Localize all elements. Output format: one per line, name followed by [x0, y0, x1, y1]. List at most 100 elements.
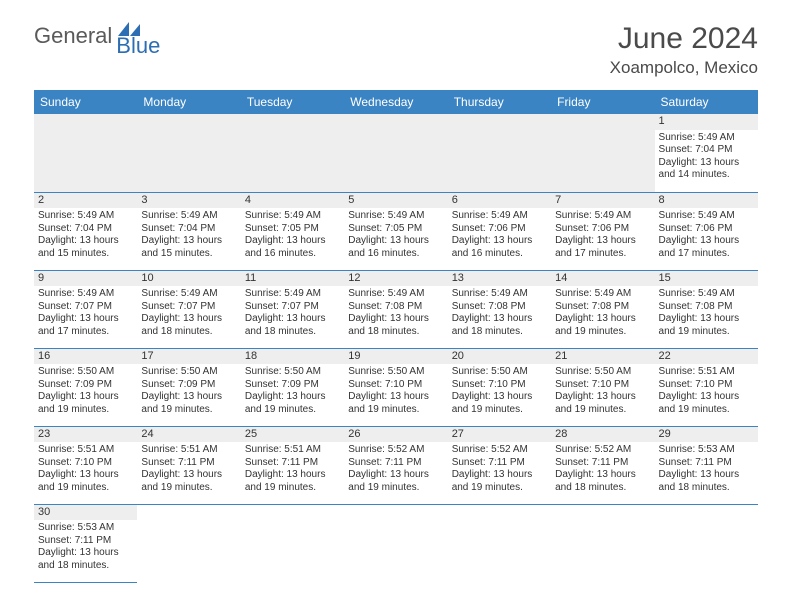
day-info-line: Sunrise: 5:49 AM [659, 132, 754, 145]
day-info-line: Daylight: 13 hours [141, 469, 236, 482]
day-number: 30 [34, 505, 137, 521]
day-number: 16 [34, 349, 137, 365]
calendar-cell: 10Sunrise: 5:49 AMSunset: 7:07 PMDayligh… [137, 270, 240, 348]
day-info-line: Sunset: 7:10 PM [348, 379, 443, 392]
calendar-cell: 6Sunrise: 5:49 AMSunset: 7:06 PMDaylight… [448, 192, 551, 270]
calendar-cell: 22Sunrise: 5:51 AMSunset: 7:10 PMDayligh… [655, 348, 758, 426]
calendar-week-row: 9Sunrise: 5:49 AMSunset: 7:07 PMDaylight… [34, 270, 758, 348]
day-info-line: Sunrise: 5:49 AM [659, 288, 754, 301]
day-info-line: Daylight: 13 hours [659, 157, 754, 170]
day-info-line: Sunset: 7:07 PM [141, 301, 236, 314]
calendar-cell: 21Sunrise: 5:50 AMSunset: 7:10 PMDayligh… [551, 348, 654, 426]
day-info-line: Daylight: 13 hours [452, 391, 547, 404]
day-info-line: and 19 minutes. [348, 482, 443, 495]
day-info-line: Sunrise: 5:52 AM [555, 444, 650, 457]
day-info-line: and 19 minutes. [659, 404, 754, 417]
calendar-cell: 20Sunrise: 5:50 AMSunset: 7:10 PMDayligh… [448, 348, 551, 426]
day-info-line: Daylight: 13 hours [348, 313, 443, 326]
day-number: 3 [137, 193, 240, 209]
day-info-line: and 19 minutes. [245, 404, 340, 417]
calendar-cell [655, 504, 758, 582]
calendar-cell: 17Sunrise: 5:50 AMSunset: 7:09 PMDayligh… [137, 348, 240, 426]
day-info-line: and 18 minutes. [141, 326, 236, 339]
month-title: June 2024 [610, 22, 758, 56]
day-info-line: Sunset: 7:11 PM [245, 457, 340, 470]
day-info-line: Sunrise: 5:50 AM [348, 366, 443, 379]
title-block: June 2024 Xoampolco, Mexico [610, 22, 758, 78]
day-info-line: Sunrise: 5:50 AM [245, 366, 340, 379]
day-info-line: and 18 minutes. [348, 326, 443, 339]
day-info-line: and 19 minutes. [141, 482, 236, 495]
day-header: Tuesday [241, 90, 344, 114]
day-info-line: Daylight: 13 hours [555, 391, 650, 404]
day-info-line: Sunrise: 5:51 AM [141, 444, 236, 457]
day-info-line: Daylight: 13 hours [141, 235, 236, 248]
calendar-cell: 24Sunrise: 5:51 AMSunset: 7:11 PMDayligh… [137, 426, 240, 504]
day-info-line: and 18 minutes. [659, 482, 754, 495]
day-info-line: Sunset: 7:09 PM [38, 379, 133, 392]
calendar-table: Sunday Monday Tuesday Wednesday Thursday… [34, 90, 758, 583]
day-info-line: Sunset: 7:11 PM [38, 535, 133, 548]
day-info-line: Sunrise: 5:49 AM [452, 210, 547, 223]
day-info-line: and 16 minutes. [348, 248, 443, 261]
day-info-line: and 18 minutes. [555, 482, 650, 495]
day-number: 12 [344, 271, 447, 287]
day-header: Monday [137, 90, 240, 114]
day-info-line: and 19 minutes. [348, 404, 443, 417]
calendar-cell [137, 504, 240, 582]
calendar-week-row: 2Sunrise: 5:49 AMSunset: 7:04 PMDaylight… [34, 192, 758, 270]
day-number: 6 [448, 193, 551, 209]
day-info-line: Daylight: 13 hours [38, 547, 133, 560]
day-info-line: Daylight: 13 hours [555, 313, 650, 326]
day-info-line: Daylight: 13 hours [659, 391, 754, 404]
day-info-line: Sunset: 7:11 PM [452, 457, 547, 470]
day-info-line: Daylight: 13 hours [348, 235, 443, 248]
day-info-line: Sunset: 7:11 PM [141, 457, 236, 470]
calendar-cell: 30Sunrise: 5:53 AMSunset: 7:11 PMDayligh… [34, 504, 137, 582]
day-header-row: Sunday Monday Tuesday Wednesday Thursday… [34, 90, 758, 114]
logo: General Blue [34, 22, 184, 49]
day-info-line: Sunset: 7:10 PM [659, 379, 754, 392]
calendar-cell: 14Sunrise: 5:49 AMSunset: 7:08 PMDayligh… [551, 270, 654, 348]
calendar-week-row: 23Sunrise: 5:51 AMSunset: 7:10 PMDayligh… [34, 426, 758, 504]
day-info-line: Sunrise: 5:49 AM [659, 210, 754, 223]
day-number: 19 [344, 349, 447, 365]
calendar-cell: 28Sunrise: 5:52 AMSunset: 7:11 PMDayligh… [551, 426, 654, 504]
day-info-line: Daylight: 13 hours [38, 391, 133, 404]
day-info-line: Daylight: 13 hours [452, 469, 547, 482]
day-info-line: Sunrise: 5:51 AM [38, 444, 133, 457]
day-number: 20 [448, 349, 551, 365]
day-info-line: Sunrise: 5:49 AM [141, 210, 236, 223]
day-info-line: Sunrise: 5:49 AM [348, 288, 443, 301]
day-number: 13 [448, 271, 551, 287]
day-info-line: Sunrise: 5:49 AM [452, 288, 547, 301]
day-number: 26 [344, 427, 447, 443]
day-info-line: Daylight: 13 hours [38, 469, 133, 482]
calendar-week-row: 16Sunrise: 5:50 AMSunset: 7:09 PMDayligh… [34, 348, 758, 426]
day-info-line: Daylight: 13 hours [452, 313, 547, 326]
day-info-line: and 19 minutes. [38, 482, 133, 495]
day-number: 8 [655, 193, 758, 209]
day-info-line: Sunset: 7:05 PM [348, 223, 443, 236]
day-number: 5 [344, 193, 447, 209]
calendar-cell: 19Sunrise: 5:50 AMSunset: 7:10 PMDayligh… [344, 348, 447, 426]
day-info-line: Sunset: 7:08 PM [659, 301, 754, 314]
day-info-line: Sunset: 7:06 PM [555, 223, 650, 236]
day-info-line: Sunrise: 5:52 AM [348, 444, 443, 457]
calendar-cell: 11Sunrise: 5:49 AMSunset: 7:07 PMDayligh… [241, 270, 344, 348]
day-info-line: Sunrise: 5:52 AM [452, 444, 547, 457]
day-header: Friday [551, 90, 654, 114]
day-info-line: Sunset: 7:04 PM [38, 223, 133, 236]
day-info-line: Sunset: 7:10 PM [452, 379, 547, 392]
day-info-line: Sunset: 7:08 PM [555, 301, 650, 314]
day-info-line: and 19 minutes. [245, 482, 340, 495]
day-number: 7 [551, 193, 654, 209]
day-info-line: Daylight: 13 hours [141, 391, 236, 404]
calendar-cell [241, 114, 344, 192]
day-info-line: Sunrise: 5:49 AM [555, 210, 650, 223]
day-info-line: Sunrise: 5:50 AM [452, 366, 547, 379]
day-number: 14 [551, 271, 654, 287]
day-info-line: Sunset: 7:07 PM [245, 301, 340, 314]
day-info-line: Sunset: 7:10 PM [38, 457, 133, 470]
calendar-cell: 1Sunrise: 5:49 AMSunset: 7:04 PMDaylight… [655, 114, 758, 192]
